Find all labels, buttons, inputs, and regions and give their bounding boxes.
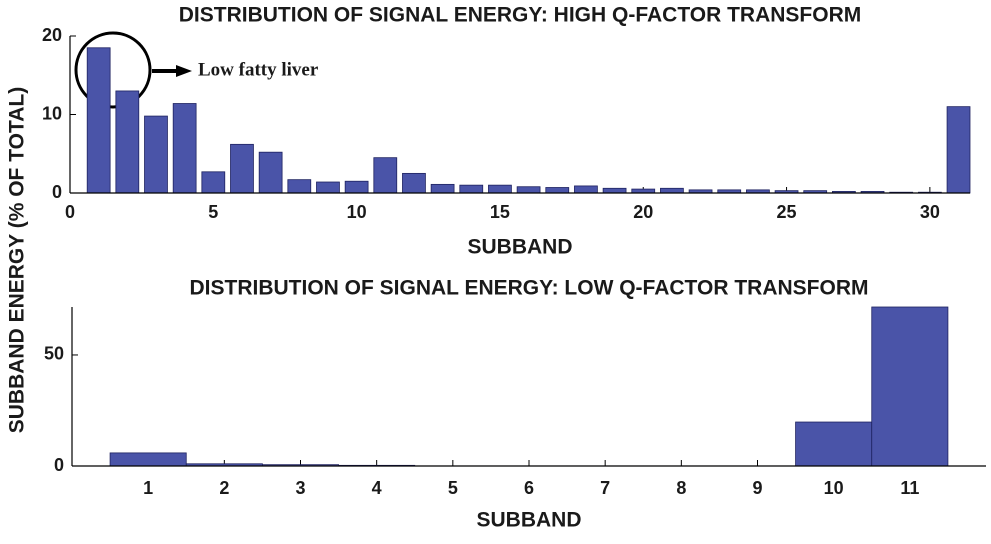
chart-title: DISTRIBUTION OF SIGNAL ENERGY: HIGH Q-FA… [179, 4, 862, 27]
x-tick-label: 10 [347, 202, 367, 222]
bar [231, 144, 254, 193]
y-tick-label: 0 [52, 182, 62, 202]
y-tick-label: 50 [44, 344, 64, 364]
x-tick-label: 20 [633, 202, 653, 222]
x-tick-label: 7 [600, 478, 610, 498]
x-tick-label: 3 [295, 478, 305, 498]
x-axis-label: SUBBAND [468, 236, 573, 259]
bar [116, 91, 139, 193]
x-tick-label: 0 [65, 202, 75, 222]
x-tick-label: 30 [920, 202, 940, 222]
x-tick-label: 4 [372, 478, 382, 498]
bar [173, 104, 196, 193]
y-tick-label: 10 [42, 103, 62, 123]
x-tick-label: 6 [524, 478, 534, 498]
bar [872, 307, 948, 466]
x-tick-label: 15 [490, 202, 510, 222]
bar [145, 116, 168, 193]
bar [288, 180, 311, 193]
bar [796, 422, 872, 466]
bar [431, 184, 454, 193]
x-tick-label: 2 [219, 478, 229, 498]
bar [259, 152, 282, 193]
y-tick-label: 0 [54, 455, 64, 475]
x-tick-label: 25 [777, 202, 797, 222]
x-tick-label: 5 [208, 202, 218, 222]
x-tick-label: 11 [900, 478, 919, 498]
bar [345, 181, 368, 193]
bar [603, 188, 626, 193]
bar [87, 48, 110, 193]
bar [546, 188, 569, 193]
bar [947, 107, 970, 193]
x-axis-label: SUBBAND [477, 509, 582, 532]
bar [488, 185, 511, 193]
x-tick-label: 5 [448, 478, 458, 498]
x-tick-label: 8 [676, 478, 686, 498]
bar [316, 182, 339, 193]
bar [460, 185, 483, 193]
bar [660, 188, 683, 193]
chart-title: DISTRIBUTION OF SIGNAL ENERGY: LOW Q-FAC… [190, 277, 869, 300]
bar [374, 158, 397, 193]
annotation: Low fatty liver [198, 59, 319, 80]
bar [574, 186, 597, 193]
x-tick-label: 1 [143, 478, 153, 498]
bar [110, 453, 186, 466]
y-axis-label: SUBBAND ENERGY (% OF TOTAL) [6, 87, 29, 434]
bar [517, 187, 540, 193]
y-tick-label: 20 [42, 25, 62, 45]
x-tick-label: 9 [752, 478, 762, 498]
bar [202, 172, 225, 193]
x-tick-label: 10 [824, 478, 844, 498]
bar [402, 173, 425, 193]
annotation-arrowhead [176, 65, 192, 77]
